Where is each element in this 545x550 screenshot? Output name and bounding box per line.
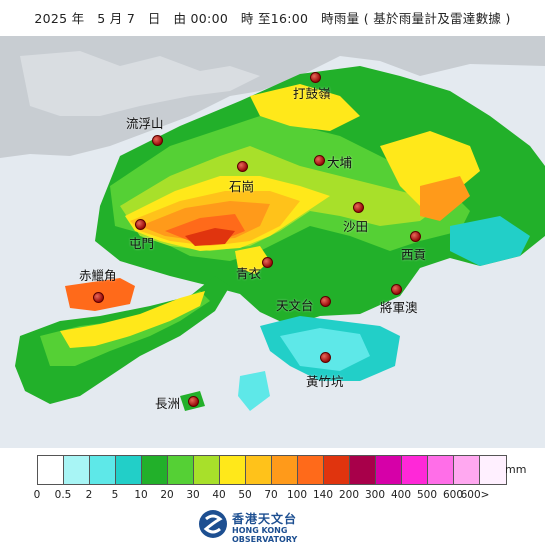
legend-swatch (350, 456, 376, 484)
legend-swatch (298, 456, 324, 484)
legend-tick-label: 20 (160, 489, 174, 501)
legend-tick-label: 200 (338, 489, 360, 501)
station-label-cheung-chau: 長洲 (155, 396, 181, 411)
station-label-tseung-kwan-o: 將軍澳 (380, 300, 418, 315)
hko-logo-chinese: 香港天文台 (232, 512, 298, 526)
station-label-wong-chuk-hang: 黃竹坑 (306, 374, 344, 389)
rainfall-map (0, 36, 545, 448)
legend-tick-label: 50 (238, 489, 252, 501)
legend-tick-label: 300 (364, 489, 386, 501)
station-label-hko-hq: 天文台 (276, 298, 314, 313)
station-label-chek-lap-kok: 赤鱲角 (79, 268, 117, 283)
legend-swatch (220, 456, 246, 484)
station-label-tai-po: 大埔 (327, 155, 353, 170)
station-dot-wong-chuk-hang (320, 352, 331, 363)
legend-swatch (194, 456, 220, 484)
station-dot-lau-fau-shan (152, 135, 163, 146)
station-dot-cheung-chau (188, 396, 199, 407)
legend-swatch (38, 456, 64, 484)
legend-tick-label: 140 (312, 489, 334, 501)
station-label-ta-kwu-ling: 打鼓嶺 (293, 86, 331, 101)
station-dot-shek-kong (237, 161, 248, 172)
station-dot-tseung-kwan-o (391, 284, 402, 295)
station-label-tsing-yi: 青衣 (236, 266, 262, 281)
legend-swatch (246, 456, 272, 484)
legend-tick-label: 400 (390, 489, 412, 501)
map-title: 2025 年 5 月 7 日 由 00:00 時 至16:00 時雨量 ( 基於… (34, 11, 511, 26)
station-dot-tsing-yi (262, 257, 273, 268)
legend-swatch (402, 456, 428, 484)
legend-swatch (480, 456, 506, 484)
legend-tick-label: 500 (416, 489, 438, 501)
legend-tick-label: 2 (85, 489, 93, 501)
legend-swatch (454, 456, 480, 484)
rainfall-legend (37, 455, 507, 485)
legend-tick-label: 0.5 (54, 489, 72, 501)
hko-logo: 香港天文台 HONG KONG OBSERVATORY (198, 508, 348, 544)
legend-tick-label: 600> (460, 489, 490, 501)
legend-swatch (272, 456, 298, 484)
legend-swatch (142, 456, 168, 484)
station-label-lau-fau-shan: 流浮山 (126, 116, 164, 131)
legend-tick-label: 40 (212, 489, 226, 501)
legend-tick-label: 0 (33, 489, 41, 501)
legend-tick-label: 5 (111, 489, 119, 501)
legend-swatch (324, 456, 350, 484)
station-dot-tai-po (314, 155, 325, 166)
station-dot-tuen-mun (135, 219, 146, 230)
legend-swatch (90, 456, 116, 484)
legend-unit: mm (505, 463, 527, 476)
station-dot-sai-kung (410, 231, 421, 242)
legend-swatch (168, 456, 194, 484)
legend-swatch (428, 456, 454, 484)
station-dot-ta-kwu-ling (310, 72, 321, 83)
station-dot-chek-lap-kok (93, 292, 104, 303)
legend-swatch (116, 456, 142, 484)
station-label-tuen-mun: 屯門 (129, 236, 155, 251)
legend-tick-label: 10 (134, 489, 148, 501)
station-label-sai-kung: 西貢 (401, 247, 427, 262)
station-label-sha-tin: 沙田 (343, 219, 369, 234)
hko-logo-icon (199, 510, 227, 538)
legend-swatch (376, 456, 402, 484)
station-dot-hko-hq (320, 296, 331, 307)
hko-logo-english: HONG KONG OBSERVATORY (232, 526, 298, 544)
station-label-shek-kong: 石崗 (229, 179, 255, 194)
legend-tick-label: 70 (264, 489, 278, 501)
legend-swatch (64, 456, 90, 484)
station-dot-sha-tin (353, 202, 364, 213)
legend-tick-label: 30 (186, 489, 200, 501)
legend-tick-label: 600 (442, 489, 464, 501)
legend-tick-label: 100 (286, 489, 308, 501)
